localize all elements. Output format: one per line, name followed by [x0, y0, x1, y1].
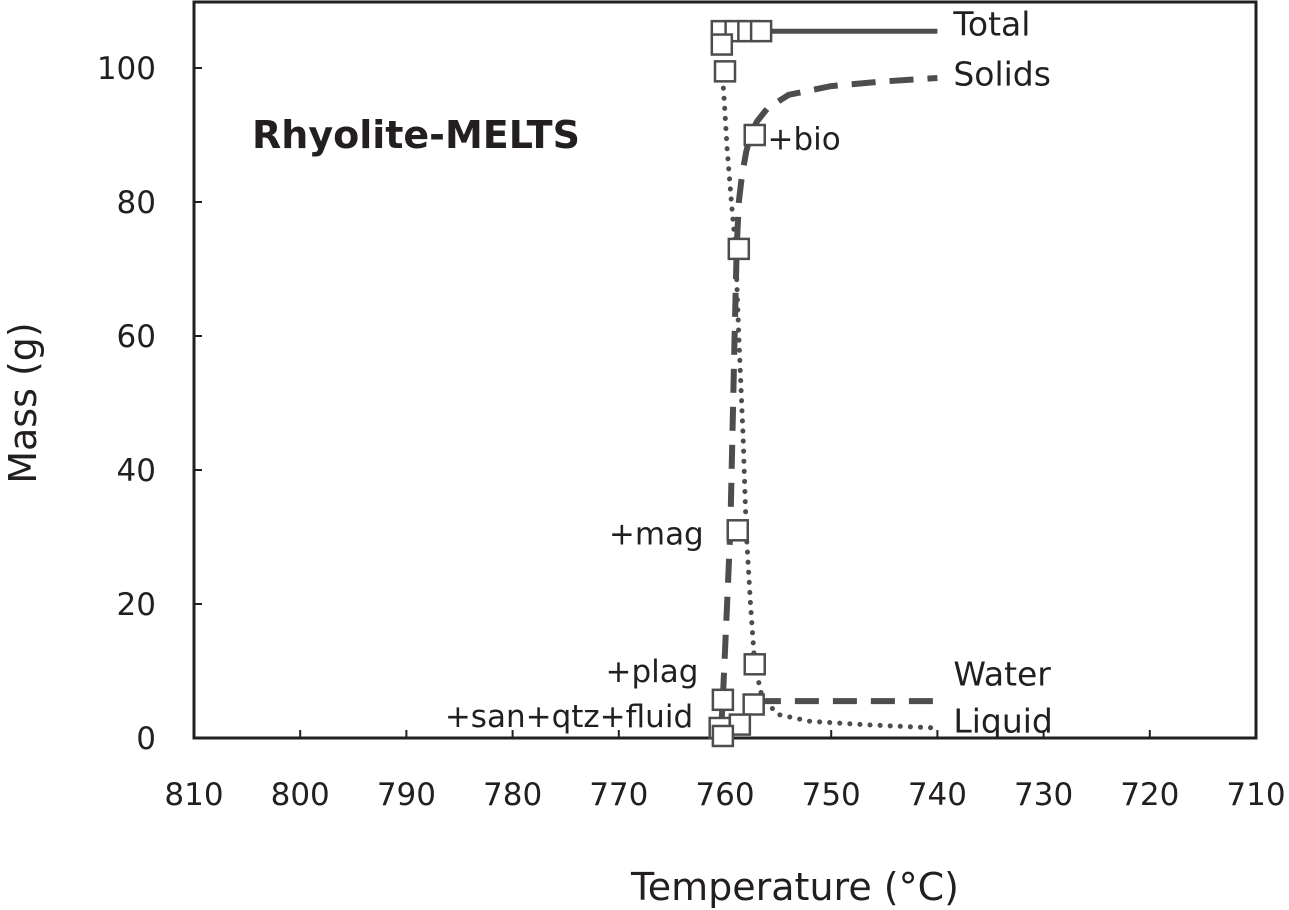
- data-point-marker: [742, 693, 765, 716]
- series-label-water: Water: [953, 654, 1051, 693]
- y-axis-title: Mass (g): [1, 322, 45, 484]
- x-tick-label: 780: [483, 777, 542, 813]
- y-tick-label: 40: [117, 453, 156, 489]
- x-tick-label: 810: [164, 777, 223, 813]
- data-point-marker: [726, 519, 749, 542]
- x-tick-label: 800: [271, 777, 330, 813]
- data-point-marker: [749, 19, 773, 43]
- x-tick-label: 720: [1120, 777, 1179, 813]
- data-point-marker: [743, 123, 766, 147]
- y-tick-label: 100: [97, 51, 156, 87]
- data-point-marker: [711, 724, 735, 748]
- series-label-liquid: Liquid: [953, 701, 1053, 740]
- x-axis-title: Temperature (°C): [630, 865, 959, 909]
- x-tick-label: 770: [589, 777, 648, 813]
- phase-annotation: +san+qtz+fluid: [445, 699, 693, 735]
- y-tick-label: 60: [117, 319, 156, 355]
- phase-annotation: +mag: [609, 517, 704, 553]
- series-label-total: Total: [952, 4, 1030, 43]
- x-tick-label: 760: [695, 777, 754, 813]
- chart-title: Rhyolite-MELTS: [252, 113, 580, 157]
- y-tick-label: 0: [136, 721, 156, 757]
- x-tick-label: 790: [377, 777, 436, 813]
- x-tick-label: 750: [802, 777, 861, 813]
- phase-annotation: +plag: [605, 654, 698, 690]
- x-tick-label: 740: [908, 777, 967, 813]
- label-layer: +bio +mag +plag +san+qtz+fluid Total Solids Wa…: [445, 4, 1053, 740]
- data-point-marker: [711, 688, 735, 712]
- data-point-marker: [743, 653, 766, 676]
- y-tick-label: 80: [117, 185, 156, 221]
- y-tick-label: 20: [117, 587, 156, 623]
- data-point-marker: [713, 60, 737, 83]
- data-point-marker: [727, 237, 751, 261]
- series-line-solids: [717, 75, 938, 735]
- x-tick-label: 730: [1014, 777, 1073, 813]
- series-label-solids: Solids: [953, 55, 1051, 94]
- series-line-liquid: [719, 65, 940, 731]
- phase-annotation: +bio: [767, 121, 840, 157]
- axis-ticks: 810 800 790 780 770 760 750 740 730 720 710 0 20 40 60…: [97, 51, 1286, 813]
- marker-layer: [708, 19, 773, 748]
- data-point-marker: [710, 33, 734, 56]
- x-tick-label: 710: [1226, 777, 1285, 813]
